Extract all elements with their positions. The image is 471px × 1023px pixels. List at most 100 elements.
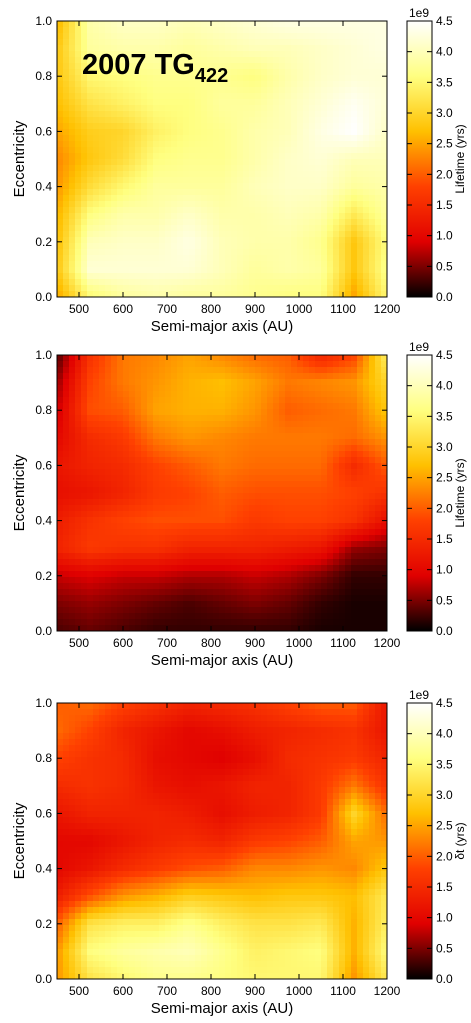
heatmap-cell (153, 571, 160, 578)
heatmap-cell (375, 499, 382, 506)
heatmap-cell (321, 243, 328, 250)
heatmap-cell (243, 541, 250, 548)
heatmap-cell (171, 201, 178, 208)
heatmap-cell (261, 261, 268, 268)
heatmap-cell (165, 201, 172, 208)
heatmap-cell (363, 135, 370, 142)
heatmap-cell (153, 505, 160, 512)
heatmap-cell (297, 45, 304, 52)
heatmap-cell (219, 481, 226, 488)
heatmap-cell (315, 33, 322, 40)
heatmap-cell (303, 69, 310, 76)
heatmap-cell (285, 505, 292, 512)
heatmap-cell (321, 135, 328, 142)
heatmap-cell (381, 481, 388, 488)
heatmap-cell (321, 147, 328, 154)
heatmap-cell (297, 559, 304, 566)
heatmap-cell (357, 451, 364, 458)
heatmap-cell (267, 385, 274, 392)
heatmap-cell (177, 57, 184, 64)
heatmap-cell (147, 463, 154, 470)
heatmap-cell (321, 81, 328, 88)
heatmap-cell (351, 207, 358, 214)
heatmap-cell (117, 379, 124, 386)
heatmap-cell (111, 451, 118, 458)
heatmap-cell (273, 505, 280, 512)
heatmap-cell (231, 421, 238, 428)
heatmap-cell (189, 553, 196, 560)
heatmap-cell (93, 183, 100, 190)
heatmap-cell (291, 219, 298, 226)
heatmap-cell (165, 111, 172, 118)
heatmap-cell (99, 63, 106, 70)
heatmap-cell (105, 135, 112, 142)
heatmap-cell (69, 499, 76, 506)
heatmap-cell (363, 105, 370, 112)
heatmap-cell (309, 559, 316, 566)
heatmap-cell (207, 219, 214, 226)
heatmap-cell (123, 189, 130, 196)
heatmap-cell (219, 547, 226, 554)
heatmap-cell (141, 355, 148, 362)
heatmap-cell (279, 601, 286, 608)
heatmap-cell (87, 391, 94, 398)
heatmap-cell (357, 219, 364, 226)
heatmap-cell (219, 577, 226, 584)
heatmap-cell (81, 487, 88, 494)
heatmap-cell (153, 535, 160, 542)
heatmap-cell (63, 201, 70, 208)
heatmap-cell (315, 69, 322, 76)
heatmap-cell (315, 117, 322, 124)
heatmap-cell (285, 279, 292, 286)
heatmap-cell (141, 57, 148, 64)
heatmap-cell (375, 243, 382, 250)
heatmap-cell (135, 517, 142, 524)
heatmap-cell (111, 391, 118, 398)
heatmap-cell (357, 457, 364, 464)
heatmap-cell (363, 511, 370, 518)
heatmap-cell (351, 589, 358, 596)
x-tick-label: 600 (113, 302, 133, 316)
heatmap-cell (111, 397, 118, 404)
heatmap-cell (75, 159, 82, 166)
heatmap-cell (153, 135, 160, 142)
heatmap-cell (177, 165, 184, 172)
heatmap-cell (327, 535, 334, 542)
heatmap-cell (309, 541, 316, 548)
heatmap-cell (195, 535, 202, 542)
heatmap-cell (105, 475, 112, 482)
heatmap-cell (375, 291, 382, 298)
heatmap-cell (345, 39, 352, 46)
heatmap-cell (243, 189, 250, 196)
heatmap-cell (261, 463, 268, 470)
heatmap-cell (351, 415, 358, 422)
heatmap-cell (195, 367, 202, 374)
heatmap-cell (255, 267, 262, 274)
heatmap-cell (207, 355, 214, 362)
heatmap-cell (369, 201, 376, 208)
heatmap-cell (363, 541, 370, 548)
heatmap-cell (177, 117, 184, 124)
heatmap-cell (225, 487, 232, 494)
heatmap-cell (165, 135, 172, 142)
heatmap-cell (159, 577, 166, 584)
heatmap-cell (381, 243, 388, 250)
heatmap-cell (231, 541, 238, 548)
heatmap-cell (123, 39, 130, 46)
heatmap-cell (279, 571, 286, 578)
heatmap-cell (183, 493, 190, 500)
heatmap-cell (291, 481, 298, 488)
heatmap-cell (315, 219, 322, 226)
heatmap-cell (87, 385, 94, 392)
heatmap-cell (87, 499, 94, 506)
heatmap-cell (225, 153, 232, 160)
heatmap-cell (219, 111, 226, 118)
heatmap-cell (165, 427, 172, 434)
heatmap-cell (177, 21, 184, 28)
heatmap-cell (279, 291, 286, 298)
heatmap-cell (237, 571, 244, 578)
heatmap-cell (195, 105, 202, 112)
heatmap-cell (189, 547, 196, 554)
heatmap-cell (195, 493, 202, 500)
heatmap-cell (87, 195, 94, 202)
